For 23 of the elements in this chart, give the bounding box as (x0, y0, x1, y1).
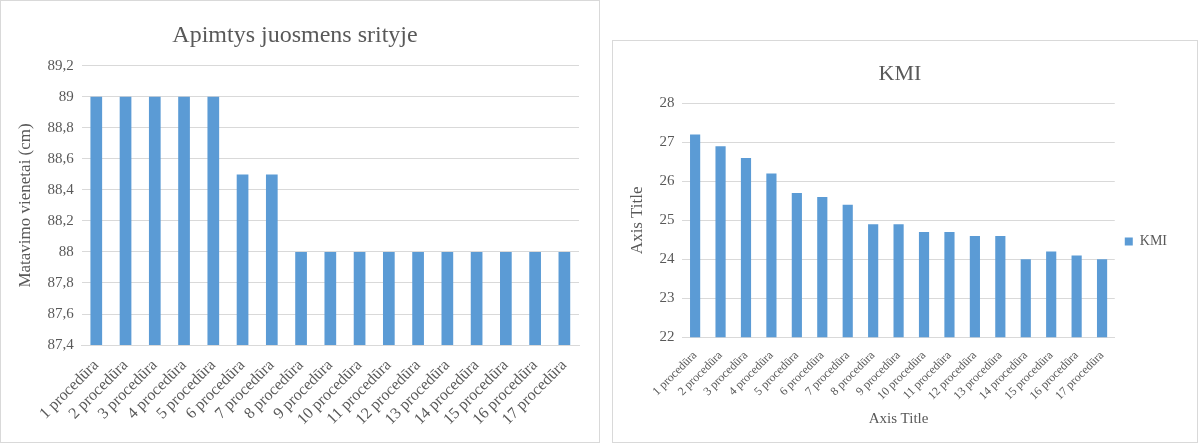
y-tick-label: 22 (659, 328, 675, 345)
y-tick-label: 87,6 (47, 304, 75, 321)
chart-title: Apimtys juosmens srityje (172, 20, 418, 47)
y-tick-label: 28 (659, 94, 675, 111)
legend-label: KMI (1139, 233, 1168, 249)
y-tick-label: 87,4 (47, 335, 75, 352)
y-tick-label: 27 (659, 133, 675, 150)
y-tick-label: 88,2 (47, 211, 74, 228)
y-tick-label: 88,4 (47, 180, 75, 197)
y-tick-label: 26 (659, 172, 675, 189)
y-tick-label: 25 (659, 211, 675, 228)
y-tick-label: 89 (58, 87, 74, 104)
chart-title: KMI (878, 59, 922, 85)
y-tick-label: 88,6 (47, 149, 75, 166)
y-tick-label: 24 (659, 250, 675, 267)
y-tick-label: 88 (58, 242, 74, 259)
y-axis-title: Axis Title (626, 186, 646, 255)
y-axis-title: Matavimo vienetai (cm) (14, 123, 34, 288)
y-tick-label: 88,8 (47, 118, 74, 135)
y-tick-label: 23 (659, 289, 675, 306)
y-tick-label: 87,8 (47, 273, 74, 290)
y-tick-label: 89,2 (47, 56, 74, 73)
x-axis-title: Axis Title (868, 409, 929, 426)
